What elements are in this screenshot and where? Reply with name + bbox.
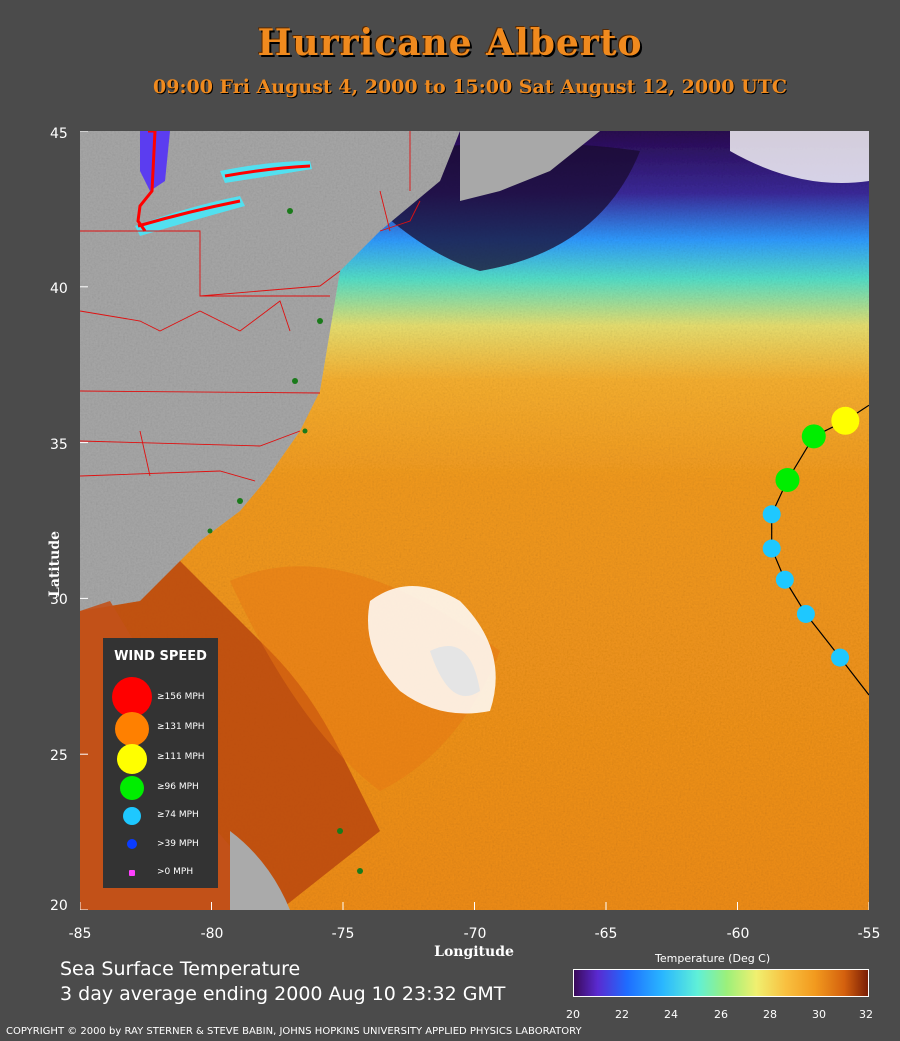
y-tick-label: 35	[50, 437, 68, 453]
legend-swatch	[117, 744, 147, 774]
track-point	[775, 570, 794, 589]
copyright-notice: COPYRIGHT © 2000 by RAY STERNER & STEVE …	[6, 1026, 582, 1037]
bahamas-region	[230, 831, 290, 910]
track-point	[801, 424, 826, 449]
state-borders	[80, 131, 421, 482]
track-point	[762, 539, 781, 558]
y-tick-label: 20	[50, 898, 68, 914]
x-tick-label: -65	[594, 926, 618, 942]
colorbar-tick: 28	[763, 1008, 777, 1021]
legend-label: ≥111 MPH	[157, 752, 205, 762]
legend-label: ≥96 MPH	[157, 782, 199, 792]
map-subtitle: 09:00 Fri August 4, 2000 to 15:00 Sat Au…	[153, 76, 787, 98]
colorbar-tick: 20	[566, 1008, 580, 1021]
legend-title: WIND SPEED	[114, 649, 207, 664]
y-tick-label: 25	[50, 748, 68, 764]
y-axis-label: Latitude	[47, 530, 64, 598]
colorbar-tick: 30	[812, 1008, 826, 1021]
legend-swatch	[115, 712, 149, 746]
track-point	[831, 648, 850, 667]
x-tick-label: -85	[68, 926, 92, 942]
legend-item: ≥111 MPH	[103, 742, 218, 774]
caption-line-1: Sea Surface Temperature	[60, 958, 301, 980]
legend-swatch	[127, 839, 137, 849]
track-point	[762, 505, 781, 524]
x-tick-label: -80	[200, 926, 224, 942]
legend-item: ≥96 MPH	[103, 772, 218, 800]
y-tick-label: 30	[50, 592, 68, 608]
track-point	[831, 406, 860, 435]
legend-label: >39 MPH	[157, 839, 199, 849]
legend-label: ≥156 MPH	[157, 692, 205, 702]
x-tick-label: -75	[331, 926, 355, 942]
nova-scotia	[460, 131, 600, 201]
colorbar-title: Temperature (Deg C)	[655, 952, 771, 965]
legend-item: >0 MPH	[103, 860, 218, 888]
legend-item: ≥74 MPH	[103, 802, 218, 830]
legend-label: >0 MPH	[157, 867, 194, 877]
track-point	[796, 604, 815, 623]
hurricane-track-line	[771, 404, 869, 696]
legend-item: ≥131 MPH	[103, 712, 218, 746]
colorbar-tick: 24	[664, 1008, 678, 1021]
legend-swatch	[120, 776, 144, 800]
legend-swatch	[112, 677, 152, 717]
colorbar-tick: 22	[615, 1008, 629, 1021]
legend-item: ≥156 MPH	[103, 677, 218, 717]
x-tick-label: -55	[857, 926, 881, 942]
x-tick-label: -70	[463, 926, 487, 942]
track-point	[775, 467, 800, 492]
y-tick-label: 40	[50, 281, 68, 297]
x-axis-label: Longitude	[434, 944, 514, 960]
legend-label: ≥74 MPH	[157, 810, 199, 820]
temperature-colorbar	[573, 969, 869, 997]
x-tick-label: -60	[726, 926, 750, 942]
legend-item: >39 MPH	[103, 831, 218, 859]
map-title: Hurricane Alberto	[257, 22, 643, 64]
wind-speed-legend: WIND SPEED ≥156 MPH ≥131 MPH ≥111 MPH ≥9…	[103, 638, 218, 888]
legend-swatch	[123, 807, 141, 825]
legend-label: ≥131 MPH	[157, 722, 205, 732]
y-tick-label: 45	[50, 126, 68, 142]
colorbar-tick: 32	[859, 1008, 873, 1021]
us-landmass	[80, 131, 460, 611]
caption-line-2: 3 day average ending 2000 Aug 10 23:32 G…	[60, 983, 506, 1005]
legend-swatch	[129, 870, 135, 876]
colorbar-tick: 26	[714, 1008, 728, 1021]
